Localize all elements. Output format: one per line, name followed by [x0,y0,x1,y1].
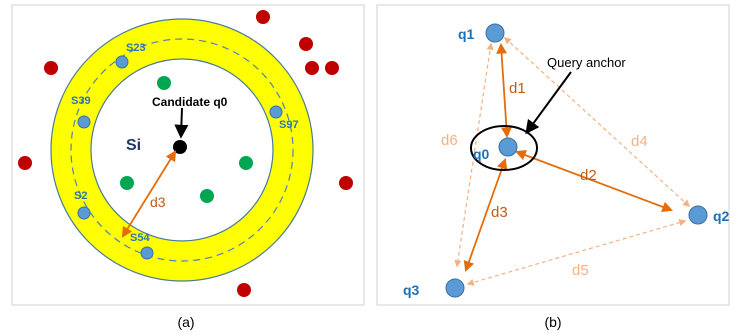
anchor-pointer [525,71,572,135]
label-d4: d4 [631,133,648,150]
green-point [157,76,171,90]
label-s97: S97 [279,119,299,131]
d3-arrow-b [463,157,508,273]
candidate-pointer [174,107,189,139]
node-q1 [485,23,505,43]
red-point [18,156,32,170]
panel-a: S23 S39 S97 S2 S54 Si Candidate q0 d3 (a… [11,4,365,330]
label-s23: S23 [126,42,146,54]
label-q1: q1 [458,26,475,42]
node-s97 [269,105,283,119]
red-points [18,10,353,297]
label-si: Si [126,137,141,154]
d2-arrow [514,149,674,213]
node-q2 [688,205,708,225]
node-s23 [115,55,129,69]
anchor-ellipse [470,125,538,171]
red-point [256,10,270,24]
green-point [239,156,253,170]
green-point [200,189,214,203]
red-point [325,61,339,75]
ring-nodes [77,55,283,260]
green-point [120,176,134,190]
node-q3 [445,278,465,298]
red-point [299,37,313,51]
caption-b: (b) [544,314,561,330]
red-point [44,61,58,75]
label-s39: S39 [71,95,91,107]
query-nodes [445,23,708,298]
label-d1: d1 [509,80,526,97]
node-s54 [140,246,154,260]
label-candidate: Candidate q0 [152,95,228,109]
label-d3-a: d3 [150,194,166,210]
panel-b-frame [376,4,730,306]
label-d2: d2 [580,167,597,184]
d3-arrow-a [121,150,177,238]
label-d5: d5 [572,262,589,279]
red-point [237,283,251,297]
label-s54: S54 [130,232,150,244]
node-q0 [498,137,518,157]
red-point [339,176,353,190]
label-q2: q2 [713,208,730,224]
node-s2 [77,206,91,220]
label-q0: q0 [473,146,490,162]
d5-arrow [466,219,687,286]
label-d3-b: d3 [491,204,508,221]
red-point [305,61,319,75]
node-s39 [77,115,91,129]
d1-arrow [496,42,512,139]
caption-a: (a) [177,314,194,330]
label-q3: q3 [403,282,420,298]
panel-b: q1 q0 q2 q3 Query anchor d1 d2 d3 d6 d4 … [376,4,730,330]
label-query-anchor: Query anchor [547,55,626,70]
label-d6: d6 [441,132,458,149]
label-s2: S2 [74,190,87,202]
d6-arrow [454,42,494,268]
dashed-ring [70,38,294,262]
candidate-point [173,140,187,154]
